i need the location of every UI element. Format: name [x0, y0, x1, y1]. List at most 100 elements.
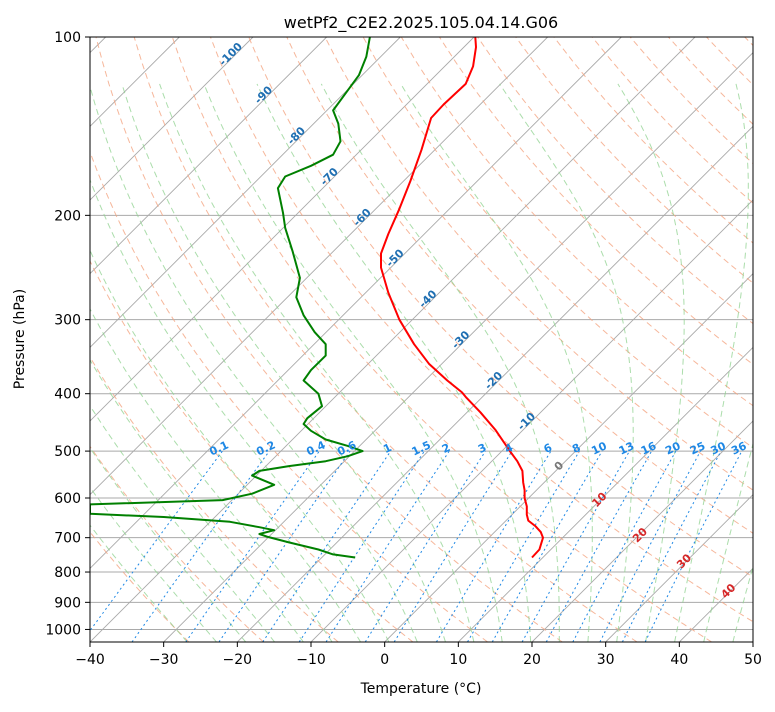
x-tick-label: 0	[380, 652, 389, 668]
mixing-ratio-line	[522, 451, 629, 642]
moist-adiabat-line	[733, 84, 775, 642]
mixing-ratio-label: 30	[708, 439, 728, 457]
dry-adiabat-line	[58, 37, 488, 642]
x-tick-label: 50	[744, 652, 762, 668]
x-tick-label: −20	[223, 652, 253, 668]
dry-adiabat-line	[0, 37, 264, 642]
mixing-ratio-label: 8	[570, 441, 582, 456]
mixing-ratio-line	[299, 451, 424, 642]
chart-title: wetPf2_C2E2.2025.105.04.14.G06	[284, 13, 558, 33]
mixing-ratio-label: 0.1	[207, 438, 230, 458]
mixing-ratio-line	[546, 451, 651, 642]
background-lines	[0, 37, 775, 642]
y-tick-label: 100	[54, 30, 81, 46]
mixing-ratio-label: 10	[589, 439, 609, 457]
mixing-ratio-label: 2	[440, 441, 452, 456]
isotherm-line	[385, 37, 775, 642]
dry-adiabat-line	[20, 37, 413, 642]
mixing-ratio-label: 1.5	[410, 438, 433, 458]
moist-adiabat-line	[257, 84, 531, 642]
isotherm-line	[90, 37, 695, 642]
x-axis-label: Temperature (°C)	[360, 681, 482, 697]
moist-adiabat-line	[0, 84, 275, 642]
isotherm-label: -30	[449, 328, 472, 351]
isotherm-line	[237, 37, 775, 642]
moist-adiabat-label: 0	[552, 459, 567, 474]
dry-adiabat-line	[745, 37, 775, 642]
isotherm-line	[0, 37, 474, 642]
y-tick-label: 700	[54, 531, 81, 547]
moist-adiabat-line	[12, 84, 332, 642]
isotherm-label: -40	[416, 287, 439, 310]
moist-adiabat-label: 40	[718, 581, 738, 601]
y-tick-label: 800	[54, 565, 81, 581]
temperature-profile	[381, 37, 543, 558]
dry-adiabat-line	[96, 37, 562, 642]
mixing-ratio-line	[645, 451, 742, 642]
y-tick-label: 900	[54, 595, 81, 611]
y-tick-label: 1000	[45, 622, 81, 638]
x-tick-label: −10	[296, 652, 326, 668]
isotherm-line	[0, 37, 253, 642]
isotherm-line	[0, 37, 327, 642]
y-tick-label: 300	[54, 313, 81, 329]
moist-adiabat-line	[704, 84, 775, 642]
isotherm-label: -50	[383, 246, 406, 269]
isotherm-label: -70	[318, 165, 341, 188]
isotherm-line	[458, 37, 775, 642]
moist-adiabat-line	[618, 84, 684, 642]
isotherm-label: -90	[252, 83, 275, 106]
x-tick-label: 10	[449, 652, 467, 668]
mixing-ratio-label: 25	[688, 439, 707, 457]
x-tick-label: −40	[75, 652, 105, 668]
isotherm-line	[0, 37, 400, 642]
dry-adiabat-line	[0, 37, 189, 642]
isotherm-label: -60	[351, 206, 374, 229]
dry-adiabat-line	[554, 37, 775, 642]
dry-adiabat-line	[0, 37, 338, 642]
moist-adiabat-line	[321, 84, 559, 642]
mixing-ratio-label: 0.2	[254, 438, 277, 458]
dry-adiabat-line	[516, 37, 775, 642]
dry-adiabat-line	[134, 37, 637, 642]
isotherm-label: -100	[216, 40, 245, 69]
mixing-ratio-label: 0.4	[304, 438, 327, 458]
mixing-ratio-line	[600, 451, 701, 642]
mixing-ratio-line	[326, 451, 449, 642]
moist-adiabat-line	[160, 84, 474, 642]
mixing-ratio-label: 0.6	[335, 438, 358, 458]
x-tick-label: −30	[149, 652, 179, 668]
isotherm-line	[311, 37, 775, 642]
moist-adiabat-line	[204, 84, 502, 642]
mixing-ratio-line	[573, 451, 676, 642]
moist-adiabat-label: 30	[674, 551, 694, 571]
y-tick-label: 200	[54, 208, 81, 224]
mixing-ratio-label: 6	[542, 441, 555, 456]
y-tick-label: 500	[54, 444, 81, 460]
isotherm-label: -10	[515, 410, 538, 433]
mixing-ratio-label: 20	[663, 439, 683, 457]
moist-adiabat-line	[122, 84, 446, 642]
isotherm-line	[532, 37, 775, 642]
y-axis-label: Pressure (hPa)	[12, 289, 28, 389]
x-tick-label: 20	[523, 652, 541, 668]
mixing-ratio-label: 3	[476, 441, 488, 456]
mixing-ratio-line	[82, 451, 223, 642]
moist-adiabat-line	[35, 84, 361, 642]
x-tick-label: 30	[597, 652, 615, 668]
isotherm-line	[753, 37, 775, 642]
y-tick-label: 400	[54, 387, 81, 403]
isotherm-label: -20	[482, 369, 505, 392]
mixing-ratio-label: 16	[639, 439, 659, 457]
mixing-ratio-line	[365, 451, 485, 642]
isotherm-label: -80	[285, 124, 308, 147]
dry-adiabat-line	[707, 37, 775, 642]
moist-adiabat-label: 10	[589, 490, 609, 510]
mixing-ratio-label: 1	[381, 441, 393, 456]
isotherm-line	[16, 37, 621, 642]
moist-adiabat-line	[61, 84, 389, 642]
x-tick-label: 40	[670, 652, 688, 668]
y-tick-label: 600	[54, 491, 81, 507]
